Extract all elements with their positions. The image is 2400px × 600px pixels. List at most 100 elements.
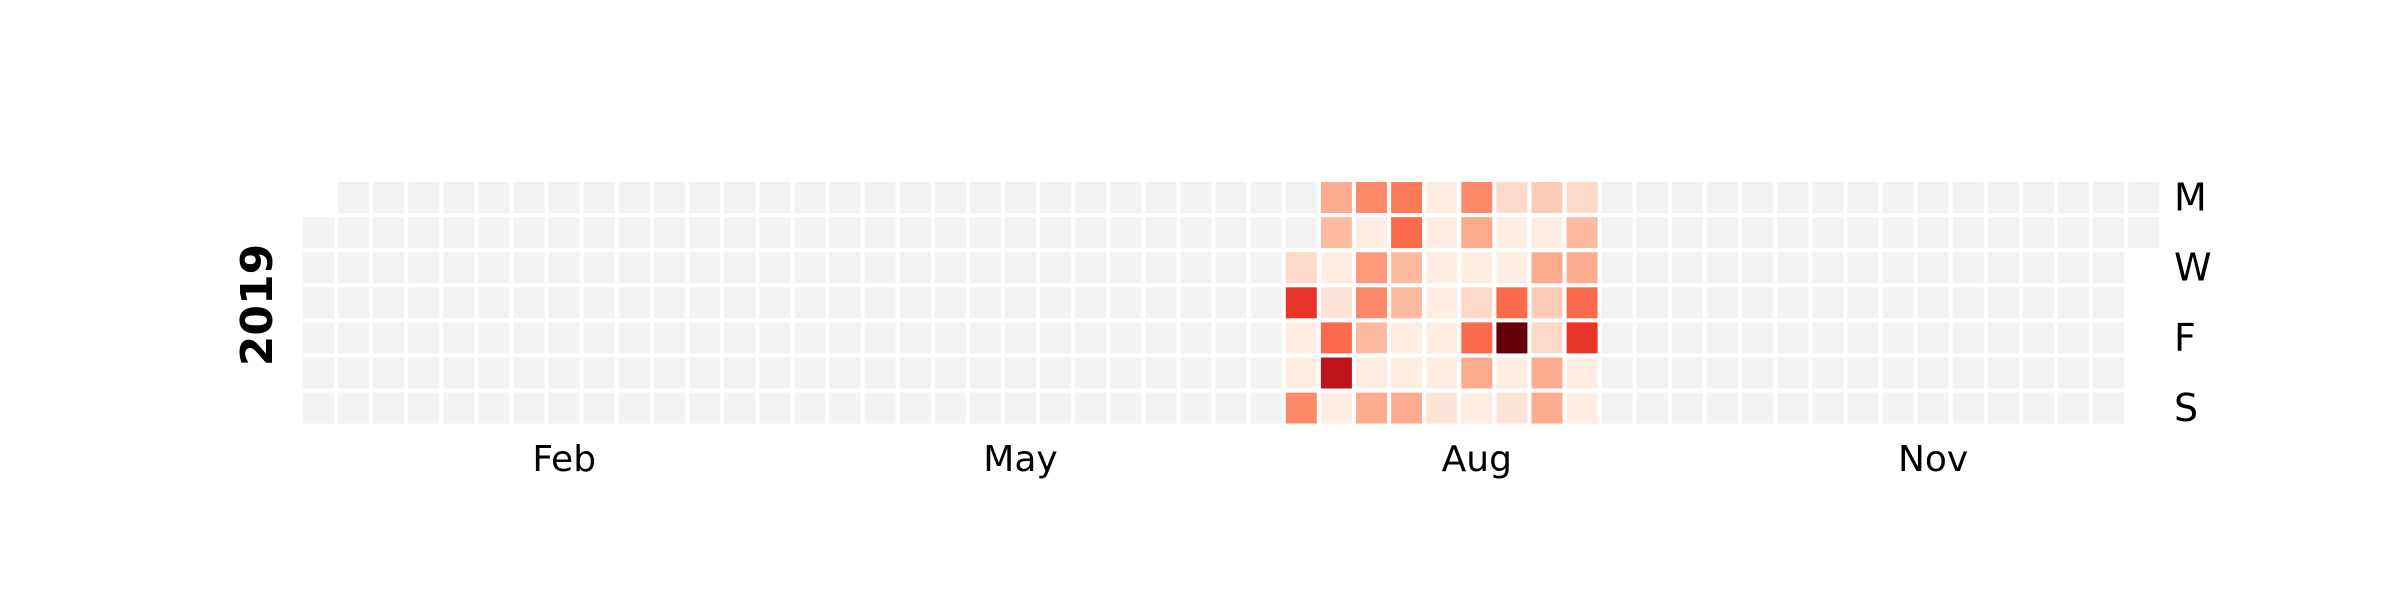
heatmap-cell-empty (1777, 287, 1809, 319)
heatmap-cell-empty (1882, 217, 1914, 249)
heatmap-cell-empty (1250, 357, 1282, 389)
heatmap-cell-active (1285, 287, 1317, 319)
heatmap-cell-empty (303, 287, 334, 319)
heatmap-cell-empty (1882, 392, 1914, 424)
heatmap-cell-active (1496, 392, 1528, 424)
heatmap-cell-empty (794, 287, 826, 319)
heatmap-cell-empty (1987, 252, 2019, 284)
heatmap-cell-empty (303, 252, 334, 284)
heatmap-cell-active (1531, 392, 1563, 424)
heatmap-cell-empty (1250, 322, 1282, 354)
heatmap-cell-empty (1777, 217, 1809, 249)
heatmap-cell-active (1391, 217, 1423, 249)
heatmap-cell-empty (969, 357, 1001, 389)
heatmap-cell-empty (1636, 182, 1668, 213)
heatmap-cell-empty (548, 357, 580, 389)
heatmap-cell-empty (338, 217, 370, 249)
heatmap-cell-empty (513, 357, 545, 389)
heatmap-cell-empty (548, 392, 580, 424)
heatmap-cell-empty (689, 252, 721, 284)
heatmap-cell-empty (689, 322, 721, 354)
heatmap-cell-empty (1671, 182, 1703, 213)
heatmap-cell-empty (724, 357, 756, 389)
heatmap-cell-empty (794, 322, 826, 354)
heatmap-cell-empty (864, 217, 896, 249)
heatmap-cell-empty (1812, 392, 1844, 424)
heatmap-cell-empty (1075, 357, 1107, 389)
heatmap-cell-empty (1671, 322, 1703, 354)
heatmap-cell-empty (478, 287, 510, 319)
heatmap-cell-active (1320, 357, 1352, 389)
heatmap-cell-empty (2128, 182, 2160, 213)
heatmap-cell-empty (1742, 322, 1774, 354)
heatmap-cell-empty (969, 287, 1001, 319)
heatmap-cell-empty (1707, 182, 1738, 213)
heatmap-cell-empty (1742, 357, 1774, 389)
heatmap-cell-active (1356, 322, 1387, 354)
heatmap-cell-empty (1145, 322, 1177, 354)
heatmap-cell-empty (2022, 287, 2054, 319)
heatmap-cell-active (1426, 182, 1458, 213)
heatmap-cell-empty (2128, 217, 2160, 249)
heatmap-cell-empty (408, 182, 440, 213)
heatmap-cell-active (1496, 322, 1528, 354)
heatmap-cell-active (1285, 322, 1317, 354)
heatmap-cell-empty (1110, 322, 1142, 354)
heatmap-cell-empty (2058, 287, 2089, 319)
heatmap-cell-empty (1812, 322, 1844, 354)
heatmap-cell-empty (794, 252, 826, 284)
heatmap-cell-empty (1707, 252, 1738, 284)
heatmap-cell-empty (1180, 392, 1212, 424)
heatmap-cell-empty (1601, 392, 1633, 424)
heatmap-cell-empty (548, 287, 580, 319)
heatmap-cell-empty (1917, 392, 1949, 424)
heatmap-cell-empty (618, 357, 650, 389)
heatmap-cell-empty (2058, 217, 2089, 249)
heatmap-cell-empty (1215, 217, 1247, 249)
heatmap-cell-empty (1707, 322, 1738, 354)
heatmap-cell-empty (1005, 357, 1036, 389)
heatmap-cell-empty (1250, 392, 1282, 424)
heatmap-cell-empty (1636, 252, 1668, 284)
heatmap-cell-empty (1075, 217, 1107, 249)
heatmap-cell-empty (1636, 217, 1668, 249)
heatmap-cell-empty (654, 217, 685, 249)
heatmap-cell-empty (969, 217, 1001, 249)
heatmap-cell-empty (443, 252, 475, 284)
heatmap-cell-empty (1917, 287, 1949, 319)
heatmap-cell-empty (1987, 182, 2019, 213)
heatmap-cell-empty (2058, 357, 2089, 389)
heatmap-cell-empty (1987, 287, 2019, 319)
heatmap-cell-empty (2093, 392, 2125, 424)
heatmap-cell-empty (583, 287, 615, 319)
heatmap-cell-empty (1180, 217, 1212, 249)
heatmap-cell-empty (1180, 182, 1212, 213)
heatmap-cell-active (1356, 217, 1387, 249)
heatmap-cell-empty (724, 182, 756, 213)
heatmap-cell-empty (2022, 392, 2054, 424)
heatmap-cell-active (1391, 357, 1423, 389)
heatmap-cell-empty (689, 182, 721, 213)
heatmap-cell-empty (934, 252, 966, 284)
heatmap-cell-empty (1145, 217, 1177, 249)
heatmap-cell-empty (689, 357, 721, 389)
heatmap-cell-empty (1952, 322, 1984, 354)
heatmap-cell-active (1531, 252, 1563, 284)
heatmap-cell-empty (1145, 287, 1177, 319)
heatmap-cell-empty (1215, 322, 1247, 354)
heatmap-cell-empty (1215, 357, 1247, 389)
heatmap-cell-empty (934, 357, 966, 389)
heatmap-cell-empty (373, 322, 405, 354)
heatmap-cell-empty (1671, 287, 1703, 319)
heatmap-cell-empty (1215, 252, 1247, 284)
heatmap-cell-empty (1742, 392, 1774, 424)
heatmap-cell-empty (1110, 357, 1142, 389)
heatmap-cell-empty (338, 322, 370, 354)
heatmap-cell-active (1496, 287, 1528, 319)
heatmap-cell-empty (618, 322, 650, 354)
heatmap-cell-empty (1917, 217, 1949, 249)
heatmap-cell-empty (1180, 252, 1212, 284)
heatmap-cell-empty (443, 287, 475, 319)
heatmap-cell-empty (1145, 357, 1177, 389)
heatmap-cell-empty (1145, 182, 1177, 213)
